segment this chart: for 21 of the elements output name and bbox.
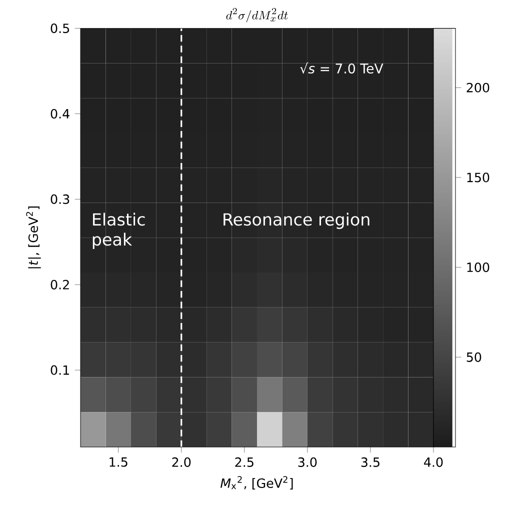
color-bar-label: 200	[466, 82, 490, 92]
annotation: Elastic peak	[92, 212, 145, 249]
x-tick-label: 3.5	[361, 457, 380, 467]
x-tick-label: 4.0	[424, 457, 443, 467]
x-tick-label: 2.0	[172, 457, 191, 467]
y-tick-label: 0.4	[50, 108, 70, 119]
chart-title: $d^2\sigma/dM_x^2dt$	[226, 8, 288, 22]
x-axis-title: M$_{x}$$^{2}$, [GeV$^{2}$]	[220, 476, 293, 490]
y-tick-label: 0.3	[50, 194, 70, 204]
y-axis-title: |t|, [GeV$^{2}$]	[26, 206, 41, 268]
color-bar-label: 50	[466, 352, 482, 362]
x-tick-label: 2.5	[235, 457, 254, 467]
annotation: Resonance region	[224, 212, 370, 229]
annotation: √s = 7.0 TeV	[300, 62, 384, 74]
y-tick-label: 0.2	[50, 280, 69, 290]
x-tick-label: 1.5	[110, 457, 128, 467]
color-bar-label: 100	[467, 262, 490, 272]
y-tick-label: 0.1	[50, 365, 69, 375]
y-tick-label: 0.5	[50, 24, 70, 34]
x-tick-label: 3.0	[298, 457, 317, 467]
color-bar-label: 150	[467, 172, 490, 182]
